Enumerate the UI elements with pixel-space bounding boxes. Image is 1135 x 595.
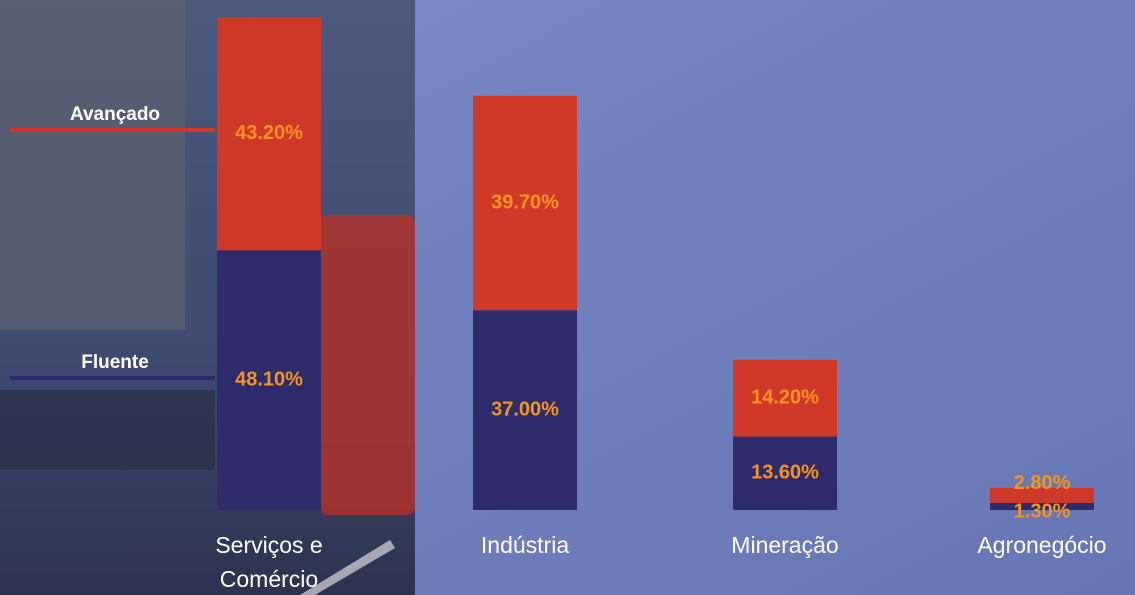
value-label: 43.20% bbox=[235, 122, 303, 144]
tower bbox=[0, 0, 185, 330]
category-label: Indústria bbox=[445, 528, 605, 562]
value-label: 2.80% bbox=[1014, 472, 1071, 494]
value-label: 48.10% bbox=[235, 368, 303, 390]
car bbox=[0, 390, 215, 470]
legend-label: Avançado bbox=[70, 104, 160, 125]
value-label: 37.00% bbox=[491, 398, 559, 420]
bus bbox=[320, 215, 415, 515]
category-label: Mineração bbox=[705, 528, 865, 562]
chart-page: 48.10% 43.20% 37.00% 39.70% 13.60% 14.20% 1.30… bbox=[0, 0, 1135, 595]
legend-label: Fluente bbox=[81, 352, 149, 373]
value-label: 39.70% bbox=[491, 191, 559, 213]
value-label: 14.20% bbox=[751, 387, 819, 409]
category-label: Agronegócio bbox=[962, 528, 1122, 562]
value-label: 13.60% bbox=[751, 462, 819, 484]
category-label: Serviços e Comércio bbox=[189, 528, 349, 595]
chart: 48.10% 43.20% 37.00% 39.70% 13.60% 14.20% 1.30… bbox=[0, 0, 1135, 595]
value-label: 1.30% bbox=[1014, 500, 1071, 522]
